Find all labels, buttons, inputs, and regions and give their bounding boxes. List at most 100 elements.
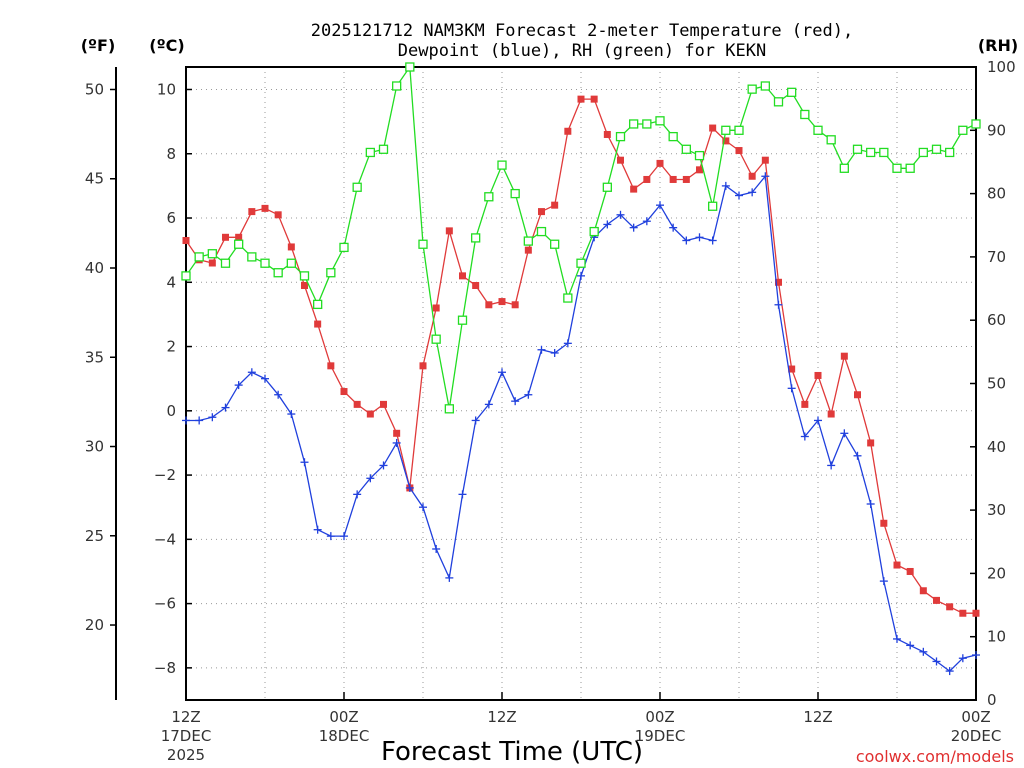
- temperature-point: [801, 400, 809, 408]
- temperature-point: [946, 603, 954, 611]
- temperature-point: [314, 320, 322, 328]
- rh-point: [247, 252, 257, 262]
- temperature-point: [235, 233, 243, 241]
- temperature-point: [709, 124, 717, 132]
- rh-point: [931, 144, 942, 154]
- temperature-point: [327, 362, 335, 370]
- temperature-point: [261, 204, 269, 212]
- rh-point: [194, 252, 204, 262]
- fahrenheit-tick-label: 40: [85, 259, 104, 277]
- axes: [110, 66, 977, 701]
- rh-point: [365, 147, 375, 158]
- x-tick-date-label: 18DEC: [319, 727, 370, 745]
- dewpoint-point: [629, 223, 638, 232]
- rh-point: [734, 125, 744, 135]
- temperature-point: [854, 391, 861, 399]
- temperature-point: [524, 246, 532, 254]
- rh-point: [589, 226, 599, 237]
- plot-frame: [185, 66, 977, 701]
- dewpoint-point: [537, 345, 546, 354]
- rh-point: [708, 201, 718, 211]
- tick-labels: 1086420−2−4−6−85045403530252010090807060…: [85, 58, 1016, 764]
- rh-point: [826, 135, 836, 145]
- temperature-point: [669, 175, 677, 183]
- dewpoint-point: [866, 499, 875, 508]
- rh-tick-label: 100: [987, 58, 1016, 76]
- dewpoint-point: [958, 654, 967, 663]
- rh-point: [576, 258, 586, 268]
- dewpoint-point: [669, 223, 678, 232]
- rh-point: [352, 182, 362, 192]
- x-tick-time-label: 12Z: [487, 708, 516, 726]
- rh-tick-label: 60: [987, 311, 1006, 329]
- dewpoint-point: [761, 172, 770, 181]
- dewpoint-point: [366, 474, 375, 483]
- dewpoint-point: [432, 544, 441, 553]
- rh-point: [681, 144, 691, 154]
- dewpoint-point: [814, 416, 822, 425]
- temperature-point: [208, 259, 216, 267]
- fahrenheit-tick-label: 30: [85, 438, 104, 456]
- rh-tick-label: 40: [987, 438, 1006, 456]
- dewpoint-point: [919, 647, 928, 656]
- temperature-point: [840, 352, 848, 360]
- rh-point: [286, 258, 296, 268]
- temperature-point: [380, 400, 387, 408]
- rh-point: [958, 125, 968, 135]
- dewpoint-point: [906, 641, 915, 650]
- temperature-point: [893, 561, 901, 569]
- dewpoint-point: [458, 490, 467, 499]
- dewpoint-point: [234, 381, 243, 390]
- rh-point: [747, 84, 757, 94]
- celsius-tick-label: 2: [166, 338, 176, 356]
- fahrenheit-tick-label: 35: [85, 348, 104, 366]
- temperature-point: [959, 609, 967, 617]
- rh-point: [339, 242, 349, 253]
- rh-point: [471, 233, 481, 243]
- dewpoint-point: [577, 271, 585, 280]
- dewpoint-point: [563, 339, 572, 348]
- temperature-point: [182, 237, 190, 245]
- temperature-point: [748, 172, 756, 180]
- dewpoint-point: [656, 201, 664, 210]
- celsius-tick-label: 10: [157, 80, 176, 98]
- rh-point: [457, 315, 468, 325]
- temperature-point: [538, 208, 545, 216]
- rh-tick-label: 80: [987, 185, 1006, 203]
- temperature-point: [617, 156, 624, 164]
- rh-point: [918, 147, 928, 158]
- dewpoint-point: [511, 397, 520, 406]
- dewpoint-point: [682, 236, 691, 245]
- dewpoint-point: [300, 458, 309, 467]
- rh-point: [378, 144, 389, 154]
- chart-title-line-2: Dewpoint (blue), RH (green) for KEKN: [398, 41, 766, 61]
- x-tick-time-label: 00Z: [329, 708, 358, 726]
- temperature-point: [656, 159, 664, 167]
- dewpoint-point: [893, 634, 901, 643]
- rh-tick-label: 0: [987, 691, 997, 709]
- x-tick-date-label: 20DEC: [951, 727, 1002, 745]
- celsius-tick-label: −4: [154, 530, 176, 548]
- temperature-point: [906, 567, 914, 575]
- dewpoint-point: [853, 451, 862, 460]
- rh-point: [668, 131, 678, 142]
- dewpoint-point: [445, 573, 454, 582]
- temperature-point: [590, 95, 598, 103]
- rh-unit-label: (RH): [978, 36, 1018, 55]
- rh-point: [629, 119, 639, 129]
- dewpoint-point: [827, 461, 836, 470]
- rh-point: [326, 268, 336, 278]
- rh-point: [642, 119, 652, 129]
- dewpoint-point: [326, 532, 335, 541]
- rh-tick-label: 70: [987, 248, 1006, 266]
- dewpoint-point: [313, 525, 322, 534]
- celsius-tick-label: 6: [166, 209, 176, 227]
- temperature-point: [551, 201, 559, 209]
- rh-point: [523, 236, 533, 246]
- temperature-point: [445, 227, 453, 235]
- rh-point: [773, 97, 784, 107]
- celsius-unit-label: (ºC): [149, 36, 184, 55]
- rh-point: [602, 182, 612, 192]
- dewpoint-point: [274, 390, 283, 399]
- dewpoint-point: [208, 413, 217, 422]
